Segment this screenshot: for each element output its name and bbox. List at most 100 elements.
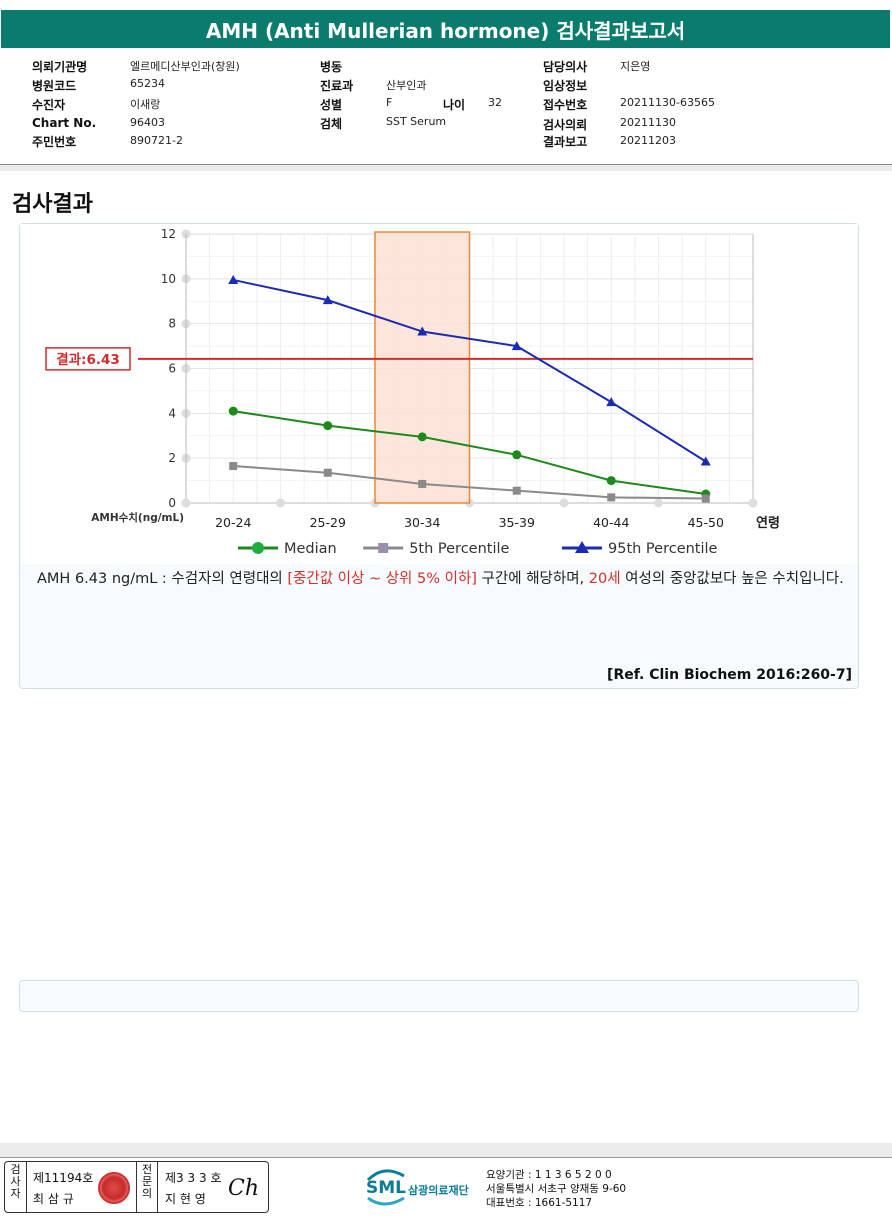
x-tick-label: 20-24 [215,515,251,530]
info-label: 주민번호 [32,135,77,149]
amh-chart: 0 2 4 6 8 10 12 20-24 25-29 30-34 35-39 40-44 45-50 연… [45,227,780,557]
info-label: 담당의사 [543,60,588,74]
footer-band [0,1143,892,1157]
report-title: AMH (Anti Mullerian hormone) 검사결과보고서 [205,18,686,43]
median-point [512,450,522,460]
95th-percentile-point [322,295,333,305]
empty-panel [19,980,859,1012]
y-axis-label: AMH수치(ng/mL) [91,511,184,524]
95th-percentile-legend-marker [575,541,589,553]
median-legend-marker [252,542,264,554]
x-axis-label: 연령 [756,516,780,531]
95th-percentile-legend-label: 95th Percentile [608,541,718,557]
x-axis-dot [559,498,569,508]
y-tick-label: 0 [168,496,176,510]
footer-divider [0,1157,892,1158]
org-info: 요양기관 : 1 1 3 6 5 2 0 0 서울특별시 서초구 양재동 9-6… [486,1168,626,1210]
report-title-bar: AMH (Anti Mullerian hormone) 검사결과보고서 [1,10,890,48]
x-tick-label: 45-50 [688,515,724,530]
info-value: 엘르메디산부인과(창원) [130,60,240,73]
org-line: 요양기관 : 1 1 3 6 5 2 0 0 [486,1169,612,1181]
chart-container: 0 2 4 6 8 10 12 20-24 25-29 30-34 35-39 40-44 45-50 연… [20,224,858,564]
x-tick-label: 35-39 [499,515,535,530]
header-band [0,165,892,171]
patient-info-grid: 의뢰기관명 엘르메디산부인과(창원) 병원코드 65234 수진자 이새랑 Ch… [0,54,892,164]
y-tick-label: 2 [168,451,176,465]
5th-percentile-point [229,462,238,471]
info-value: 20211130 [620,116,676,129]
95th-percentile-point [417,326,428,336]
5th-percentile-point [701,494,710,503]
x-tick-label: 30-34 [404,515,440,530]
y-tick-label: 10 [161,272,176,286]
y-tick-label: 6 [168,362,176,376]
info-value: 890721-2 [130,134,183,147]
interp-part2: 구간에 해당하며, [476,571,589,587]
result-label: 결과:6.43 [56,351,120,368]
95th-percentile-point [511,341,522,351]
median-legend-label: Median [284,541,337,557]
95th-percentile-line [233,278,707,463]
org-line: 대표번호 : 1661-5117 [486,1197,593,1209]
median-point [606,476,616,486]
info-label: 결과보고 [543,135,588,149]
info-value: 20211203 [620,134,676,147]
info-label: 검체 [320,117,343,131]
5th-percentile-point [607,493,616,502]
info-value: 20211130-63565 [620,96,715,109]
median-point [228,406,238,416]
5th-percentile-point [323,468,332,477]
info-value: 65234 [130,77,165,90]
95th-percentile-point [228,274,239,284]
seal-icon [98,1172,130,1204]
95th-percentile-point [606,397,617,407]
org-name: 삼광의료재단 [408,1184,469,1197]
x-axis-dot [654,498,663,508]
info-label: 진료과 [320,79,354,93]
header-divider [0,164,892,165]
reference: [Ref. Clin Biochem 2016:260-7] [607,667,852,683]
5th-percentile-point [418,479,427,488]
y-tick-label: 12 [161,227,176,241]
age-highlight-band [374,231,471,504]
info-value: 지은영 [620,60,651,73]
interp-part3: 여성의 중앙값보다 높은 수치입니다. [620,571,844,587]
info-value: F [386,96,393,109]
x-tick-label: 40-44 [593,515,629,530]
info-label: 의뢰기관명 [32,60,88,74]
x-tick-label: 25-29 [310,515,346,530]
y-tick-label: 4 [168,406,176,420]
median-point [323,421,333,431]
result-label-box [45,347,131,371]
info-label: 성별 [320,98,343,112]
org-abbr: SML [366,1178,406,1198]
5th-percentile-line [233,465,706,500]
examiner-number: 제11194호 [33,1171,94,1185]
info-label: 병원코드 [32,79,77,93]
info-label: 나이 [443,98,466,112]
5th-percentile-point [512,486,521,495]
interp-age: 20세 [588,571,621,587]
specialist-name: 지 현 영 [165,1192,206,1206]
info-value: SST Serum [386,115,447,128]
info-value: 산부인과 [386,79,427,92]
95th-percentile-point [700,456,711,466]
info-value: 32 [488,96,502,109]
median-point [417,432,427,442]
section-title: 검사결과 [12,192,93,217]
x-axis-dot [276,498,285,508]
x-axis-dot [748,498,758,508]
info-label: 병동 [320,60,343,74]
interp-range: [중간값 이상 ~ 상위 5% 이하] [287,571,477,587]
specialist-number: 제3 3 3 호 [165,1171,222,1185]
y-tick-label: 8 [168,317,176,331]
signature-icon: Ch [228,1176,260,1201]
median-line [233,410,706,496]
5th-percentile-legend-label: 5th Percentile [409,541,509,557]
info-value: 이새랑 [130,98,161,111]
info-value: 96403 [130,116,165,129]
